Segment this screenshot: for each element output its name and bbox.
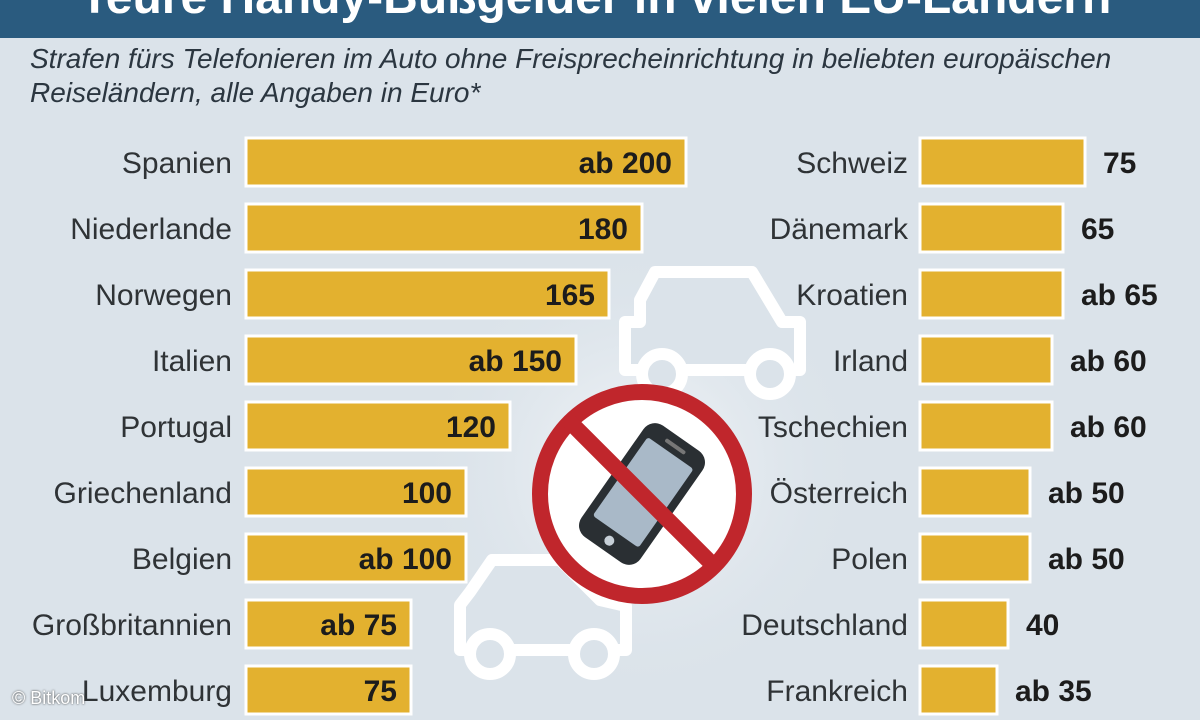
category-label: Luxemburg: [82, 675, 232, 708]
bar: [244, 466, 468, 518]
page-title: Teure Handy-Bußgelder in vielen EU-Lände…: [80, 0, 1111, 25]
bar: [918, 334, 1054, 386]
bar: [244, 334, 578, 386]
bar: [918, 664, 999, 716]
category-label: Dänemark: [770, 213, 909, 246]
value-label: 65: [1081, 213, 1114, 246]
bar: [244, 136, 688, 188]
value-label: ab 50: [1048, 477, 1125, 510]
value-label: ab 60: [1070, 411, 1147, 444]
bar: [244, 268, 611, 320]
category-label: Frankreich: [766, 675, 908, 708]
value-label: ab 100: [359, 543, 452, 576]
value-label: 120: [446, 411, 496, 444]
value-label: 75: [1103, 147, 1136, 180]
bar: [244, 598, 413, 650]
category-label: Portugal: [120, 411, 232, 444]
bar: [918, 598, 1010, 650]
bar: [918, 400, 1054, 452]
bar: [918, 466, 1032, 518]
value-label: ab 35: [1015, 675, 1092, 708]
car-icon: [619, 266, 806, 400]
category-label: Irland: [833, 345, 908, 378]
bar: [918, 202, 1065, 254]
chart-subtitle: Strafen fürs Telefonieren im Auto ohne F…: [30, 43, 1112, 108]
bar: [244, 400, 512, 452]
category-label: Griechenland: [54, 477, 232, 510]
category-label: Polen: [831, 543, 908, 576]
category-label: Spanien: [122, 147, 232, 180]
category-label: Schweiz: [796, 147, 908, 180]
left-bar-series: Spanien ab 200 Niederlande 180 Norwegen 165 It…: [32, 136, 688, 716]
value-label: ab 50: [1048, 543, 1125, 576]
bar: [244, 202, 644, 254]
value-label: ab 60: [1070, 345, 1147, 378]
bar: [244, 532, 468, 584]
category-label: Deutschland: [741, 609, 908, 642]
category-label: Norwegen: [95, 279, 232, 312]
value-label: 100: [402, 477, 452, 510]
bar: [918, 268, 1065, 320]
value-label: 165: [545, 279, 595, 312]
credit-label: © Bitkom: [12, 688, 86, 708]
value-label: 75: [364, 675, 397, 708]
value-label: ab 65: [1081, 279, 1158, 312]
no-phone-icon: [532, 384, 752, 604]
value-label: 180: [578, 213, 628, 246]
car-icon: [454, 554, 632, 680]
category-label: Kroatien: [796, 279, 908, 312]
category-label: Niederlande: [70, 213, 232, 246]
value-label: ab 200: [579, 147, 672, 180]
category-label: Tschechien: [758, 411, 908, 444]
title-bar: Teure Handy-Bußgelder in vielen EU-Lände…: [0, 0, 1200, 38]
right-bar-series: Schweiz 75 Dänemark 65 Kroatien ab 65 Irland ab…: [741, 136, 1158, 716]
bar: [918, 532, 1032, 584]
value-label: ab 75: [320, 609, 397, 642]
category-label: Belgien: [132, 543, 232, 576]
category-label: Österreich: [770, 477, 908, 510]
bar: [244, 664, 413, 716]
bar: [918, 136, 1087, 188]
category-label: Italien: [152, 345, 232, 378]
value-label: ab 150: [469, 345, 562, 378]
category-label: Großbritannien: [32, 609, 232, 642]
value-label: 40: [1026, 609, 1059, 642]
